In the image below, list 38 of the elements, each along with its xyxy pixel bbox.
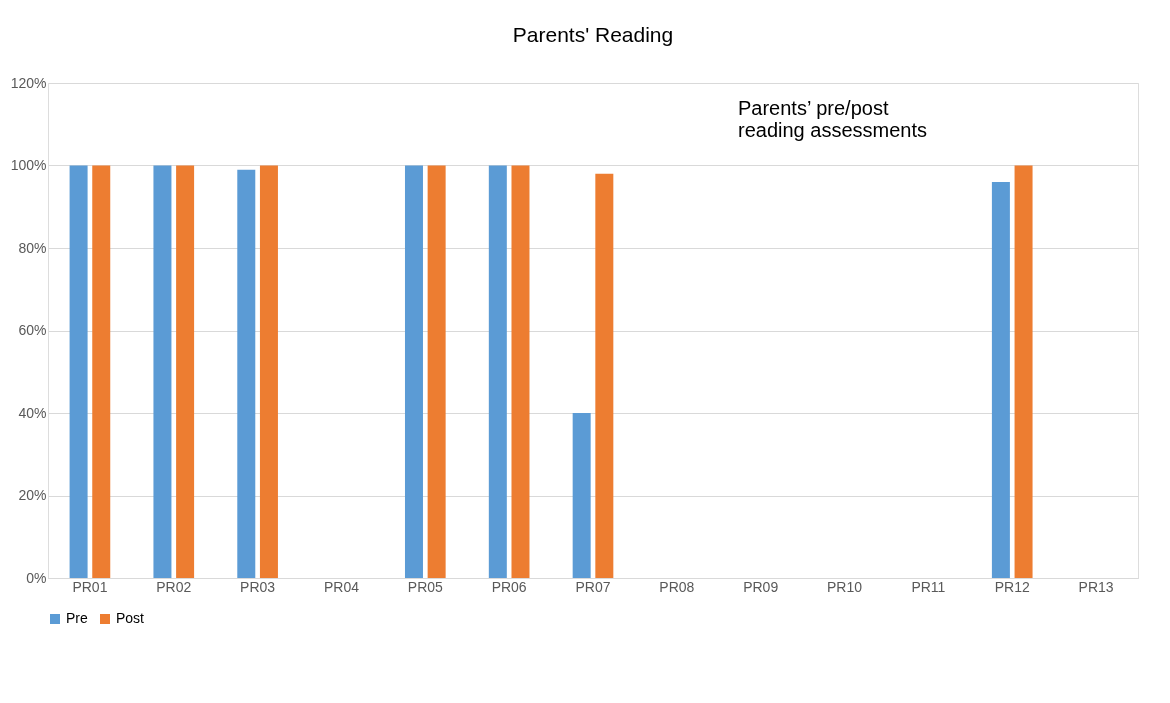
y-tick-label: 0%	[26, 569, 47, 586]
x-tick-label: PR12	[994, 578, 1030, 595]
x-tick-label: PR08	[659, 578, 695, 595]
x-tick-label: PR07	[575, 578, 611, 595]
legend-label: Post	[116, 610, 145, 626]
y-tick-label: 80%	[18, 239, 47, 256]
bar	[488, 165, 507, 578]
bar	[237, 169, 256, 578]
bar	[92, 165, 111, 578]
bar	[259, 165, 278, 578]
bar	[511, 165, 530, 578]
bar	[991, 182, 1010, 578]
y-tick-label: 120%	[10, 74, 47, 91]
x-tick-label: PR04	[323, 578, 360, 595]
x-tick-label: PR02	[156, 578, 192, 595]
bar	[427, 165, 446, 578]
x-tick-label: PR11	[911, 578, 946, 595]
y-tick-label: 40%	[18, 404, 47, 421]
annotation: Parents’ pre/post reading assessments	[738, 97, 927, 141]
y-tick-label: 20%	[18, 487, 47, 503]
y-tick-label: 60%	[18, 322, 47, 338]
legend-label: Pre	[66, 610, 88, 626]
bar	[1014, 165, 1033, 578]
chart-title: Parents' Reading	[512, 23, 674, 46]
x-tick-label: PR09	[743, 578, 779, 595]
bar	[595, 173, 614, 578]
x-tick-label: PR01	[72, 578, 108, 595]
bar	[69, 165, 88, 578]
bar	[176, 165, 195, 578]
x-tick-label: PR03	[240, 578, 276, 595]
bar	[404, 165, 423, 578]
bar	[572, 413, 591, 578]
y-tick-label: 100%	[10, 157, 47, 173]
x-tick-label: PR13	[1078, 578, 1114, 595]
bar	[153, 165, 172, 578]
x-tick-label: PR06	[491, 578, 527, 595]
x-tick-label: PR10	[827, 578, 863, 595]
x-tick-label: PR05	[407, 578, 444, 595]
